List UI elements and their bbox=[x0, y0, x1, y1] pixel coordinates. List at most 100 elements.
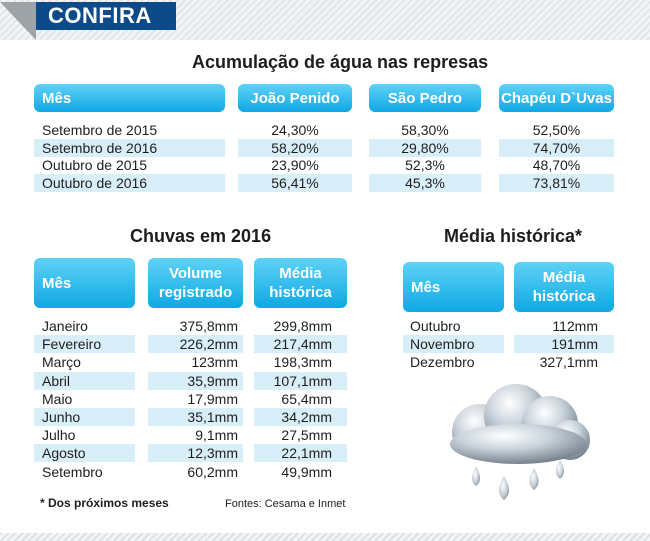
chuvas-cell-media: 34,2mm bbox=[281, 409, 332, 425]
represas-cell-sao-pedro: 29,80% bbox=[401, 139, 449, 156]
chuvas-cell-media: 198,3mm bbox=[273, 354, 332, 371]
represas-header-joao-penido: João Penido bbox=[238, 84, 352, 112]
represas-cell-joao-penido: 24,30% bbox=[271, 122, 319, 138]
chuvas-row: Junho 35,1mm 34,2mm bbox=[0, 408, 650, 426]
footer-band bbox=[0, 533, 650, 541]
media-row-background bbox=[514, 335, 614, 353]
chuvas-cell-volume: 226,2mm bbox=[179, 336, 238, 353]
represas-row: Outubro de 2016 56,41% 45,3% 73,81% bbox=[0, 173, 650, 192]
chuvas-cell-mes: Agosto bbox=[42, 445, 86, 462]
media-header-mes: Mês bbox=[403, 262, 504, 312]
chuvas-row-background bbox=[34, 371, 135, 390]
represas-row-background bbox=[238, 138, 352, 157]
represas-row: Setembro de 2015 24,30% 58,30% 52,50% bbox=[0, 121, 650, 139]
chuvas-cell-mes: Maio bbox=[42, 390, 73, 407]
represas-cell-mes: Setembro de 2016 bbox=[42, 139, 158, 156]
represas-row-background bbox=[238, 173, 352, 192]
chuvas-row-background bbox=[34, 444, 135, 463]
chuvas-row: Julho 9,1mm 27,5mm bbox=[0, 426, 650, 444]
chuvas-cell-volume: 35,9mm bbox=[187, 372, 238, 389]
chuvas-row-background bbox=[34, 335, 135, 354]
chuvas-row-background bbox=[254, 444, 347, 463]
chuvas-header-mes: Mês bbox=[34, 258, 135, 308]
represas-cell-sao-pedro: 52,3% bbox=[405, 157, 445, 173]
media-cell-mes: Outubro bbox=[410, 318, 461, 334]
tag-fold bbox=[0, 2, 36, 40]
chuvas-cell-media: 299,8mm bbox=[273, 318, 332, 334]
represas-row-background bbox=[499, 138, 614, 157]
represas-row-background bbox=[34, 173, 225, 192]
chuvas-row-background bbox=[254, 335, 347, 354]
media-header-media: Média histórica bbox=[514, 262, 614, 312]
chuvas-cell-volume: 375,8mm bbox=[179, 318, 238, 334]
media-cell-media: 191mm bbox=[551, 336, 598, 352]
chuvas-header-media: Média histórica bbox=[254, 258, 347, 308]
represas-cell-sao-pedro: 45,3% bbox=[405, 174, 445, 191]
chuvas-cell-volume: 12,3mm bbox=[187, 445, 238, 462]
chuvas-header-mes-label: Mês bbox=[42, 274, 72, 292]
chuvas-cell-mes: Setembro bbox=[42, 463, 103, 480]
represas-cell-chapeu-duvas: 48,70% bbox=[532, 157, 581, 173]
chuvas-header-media-line1: Média bbox=[279, 265, 322, 282]
chuvas-header-volume: Volume registrado bbox=[148, 258, 243, 308]
represas-row-background bbox=[34, 138, 225, 157]
represas-cell-chapeu-duvas: 74,70% bbox=[532, 139, 581, 156]
chuvas-cell-media: 27,5mm bbox=[281, 427, 332, 444]
chuvas-cell-media: 49,9mm bbox=[281, 463, 332, 480]
chuvas-cell-mes: Fevereiro bbox=[42, 336, 102, 353]
chuvas-row: Setembro 60,2mm 49,9mm bbox=[0, 463, 650, 481]
chuvas-cell-media: 22,1mm bbox=[281, 445, 332, 462]
chuvas-row: Abril 35,9mm 107,1mm bbox=[0, 371, 650, 390]
chuvas-row-background bbox=[148, 371, 243, 390]
chuvas-row-background bbox=[254, 408, 347, 426]
chuvas-cell-volume: 9,1mm bbox=[195, 427, 238, 444]
represas-row-background bbox=[499, 173, 614, 192]
represas-cell-mes: Setembro de 2015 bbox=[42, 122, 158, 138]
chuvas-cell-volume: 17,9mm bbox=[187, 390, 238, 407]
chuvas-row: Fevereiro 226,2mm 217,4mm bbox=[0, 335, 650, 354]
media-title: Média histórica* bbox=[444, 226, 583, 246]
chuvas-row-background bbox=[148, 408, 243, 426]
chuvas-header-volume-line1: Volume bbox=[168, 265, 223, 282]
represas-header-chapeu-duvas: Chapéu D`Uvas bbox=[499, 84, 614, 112]
represas-cell-mes: Outubro de 2016 bbox=[42, 174, 148, 191]
media-header-media-line2: histórica bbox=[532, 288, 596, 305]
chuvas-cell-volume: 123mm bbox=[191, 354, 238, 371]
media-row: Dezembro 327,1mm bbox=[0, 353, 650, 371]
chuvas-title: Chuvas em 2016 bbox=[130, 226, 272, 246]
chuvas-cell-volume: 35,1mm bbox=[187, 409, 238, 425]
represas-cell-joao-penido: 23,90% bbox=[271, 157, 319, 173]
sources: Fontes: Cesama e Inmet bbox=[225, 498, 346, 510]
chuvas-cell-mes: Junho bbox=[42, 409, 81, 425]
represas-cell-joao-penido: 56,41% bbox=[271, 174, 319, 191]
media-cell-mes: Dezembro bbox=[410, 354, 475, 370]
chuvas-row: Agosto 12,3mm 22,1mm bbox=[0, 444, 650, 463]
chuvas-cell-mes: Julho bbox=[42, 427, 76, 444]
chuvas-header-volume-line2: registrado bbox=[158, 284, 233, 301]
chuvas-cell-volume: 60,2mm bbox=[187, 463, 238, 480]
chuvas-header-media-line2: histórica bbox=[269, 284, 332, 301]
represas-cell-joao-penido: 58,20% bbox=[271, 139, 319, 156]
media-header-mes-label: Mês bbox=[411, 278, 441, 296]
represas-cell-sao-pedro: 58,30% bbox=[401, 122, 449, 138]
section-tag: CONFIRA bbox=[36, 2, 176, 30]
represas-row-background bbox=[369, 173, 481, 192]
media-row: Outubro 112mm bbox=[0, 317, 650, 335]
chuvas-cell-mes: Janeiro bbox=[42, 318, 88, 334]
represas-title: Acumulação de água nas represas bbox=[192, 52, 489, 72]
represas-header-sao-pedro: São Pedro bbox=[369, 84, 481, 112]
media-header-media-line1: Média bbox=[542, 269, 586, 286]
rain-cloud-icon bbox=[450, 384, 590, 500]
chuvas-cell-media: 65,4mm bbox=[281, 390, 332, 407]
media-row: Novembro 191mm bbox=[0, 335, 650, 353]
represas-row: Setembro de 2016 58,20% 29,80% 74,70% bbox=[0, 138, 650, 157]
chuvas-row: Março 123mm 198,3mm bbox=[0, 353, 650, 371]
media-row-background bbox=[403, 335, 504, 353]
chuvas-row-background bbox=[254, 371, 347, 390]
chuvas-cell-mes: Março bbox=[42, 354, 81, 371]
media-cell-mes: Novembro bbox=[410, 336, 475, 352]
chuvas-row: Janeiro 375,8mm 299,8mm bbox=[0, 317, 650, 335]
represas-row-background bbox=[369, 138, 481, 157]
represas-row: Outubro de 2015 23,90% 52,3% 48,70% bbox=[0, 156, 650, 174]
